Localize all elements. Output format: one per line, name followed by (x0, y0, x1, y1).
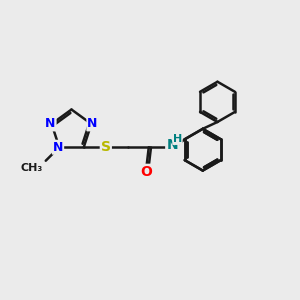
Text: S: S (101, 140, 111, 154)
Text: CH₃: CH₃ (20, 163, 43, 173)
Text: O: O (140, 165, 152, 179)
Text: N: N (166, 138, 178, 152)
Text: H: H (173, 134, 182, 144)
Text: N: N (87, 117, 98, 130)
Text: N: N (53, 141, 63, 154)
Text: N: N (45, 117, 56, 130)
